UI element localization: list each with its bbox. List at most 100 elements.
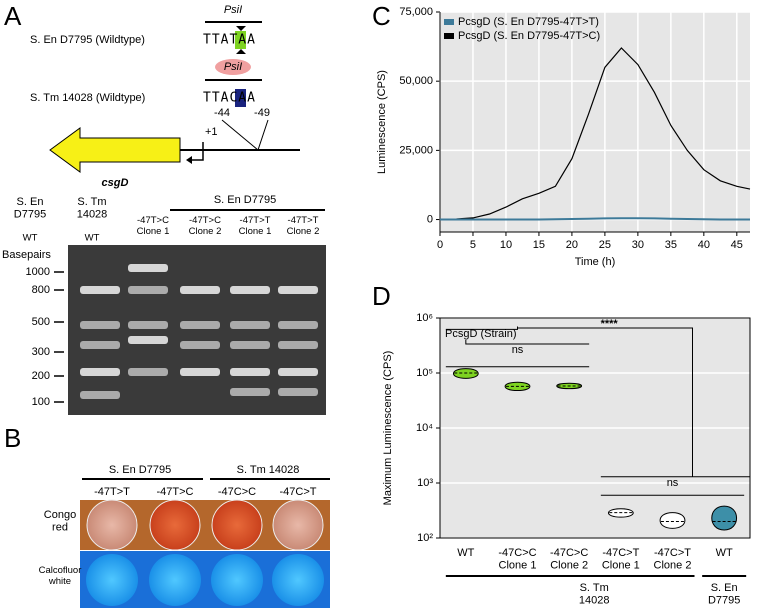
tss-arrow bbox=[188, 142, 204, 161]
y-tick-label: 10³ bbox=[417, 477, 433, 489]
marker-label: 800 bbox=[32, 284, 50, 296]
y-axis-label: Maximum Luminescence (CPS) bbox=[382, 351, 394, 506]
x-axis-label: Time (h) bbox=[575, 256, 616, 268]
lane-label: S. Tm 14028 bbox=[77, 196, 108, 221]
zoom-lines bbox=[221, 119, 269, 151]
lane-label: WT bbox=[85, 233, 100, 244]
band bbox=[180, 341, 220, 349]
significance: **** bbox=[601, 318, 619, 330]
dish bbox=[211, 554, 263, 606]
y-tick-label: 50,000 bbox=[399, 75, 433, 87]
marker-label: 300 bbox=[32, 346, 50, 358]
enzyme: PsiI bbox=[224, 4, 242, 16]
frame bbox=[439, 317, 751, 539]
band bbox=[80, 321, 120, 329]
legend-swatch bbox=[444, 33, 454, 39]
strain: S. En D7795 (Wildtype) bbox=[30, 34, 145, 46]
enzyme: PsiI bbox=[224, 61, 242, 73]
marker-label: 1000 bbox=[26, 266, 50, 278]
dish bbox=[149, 499, 201, 551]
y-tick-label: 75,000 bbox=[399, 6, 433, 18]
x-tick-label: -47C>T Clone 2 bbox=[654, 547, 692, 572]
y-tick-label: 10⁴ bbox=[416, 422, 433, 434]
x-tick-label: 35 bbox=[665, 239, 677, 251]
band bbox=[80, 341, 120, 349]
line bbox=[439, 47, 751, 221]
condition-label: -47T>C bbox=[157, 486, 194, 498]
condition-label: -47C>T bbox=[280, 486, 317, 498]
x-tick-label: 45 bbox=[731, 239, 743, 251]
marker-label: 100 bbox=[32, 396, 50, 408]
x-tick-label: WT bbox=[457, 547, 474, 559]
band bbox=[180, 286, 220, 294]
x-tick-label: 10 bbox=[500, 239, 512, 251]
condition-label: -47C>C bbox=[218, 486, 256, 498]
band bbox=[180, 368, 220, 376]
gel-markers: 1000 800 500 300 200 100 bbox=[26, 266, 64, 408]
highlight bbox=[235, 31, 246, 49]
cut-mark bbox=[236, 49, 246, 54]
x-tick-label: 0 bbox=[437, 239, 443, 251]
lane-label: -47T>C Clone 1 bbox=[137, 215, 170, 237]
violin bbox=[711, 505, 738, 531]
gel-image bbox=[68, 245, 326, 415]
violin bbox=[659, 512, 686, 529]
group-label: S. En D7795 bbox=[708, 582, 740, 607]
dishes: -47T>T -47T>C -47C>C -47C>T bbox=[86, 486, 324, 606]
marker-label: 500 bbox=[32, 316, 50, 328]
band bbox=[230, 321, 270, 329]
group-label: S. Tm 14028 bbox=[579, 582, 610, 607]
panel-label: C bbox=[372, 1, 391, 31]
legend-swatch bbox=[444, 19, 454, 25]
lane-label: WT bbox=[23, 233, 38, 244]
dish bbox=[86, 499, 138, 551]
x-tick-label: 30 bbox=[632, 239, 644, 251]
condition-label: -47T>T bbox=[94, 486, 130, 498]
band bbox=[230, 286, 270, 294]
x-tick-label: 25 bbox=[599, 239, 611, 251]
band bbox=[128, 368, 168, 376]
panel-label: B bbox=[4, 423, 21, 453]
y-tick-label: 10⁶ bbox=[416, 312, 433, 324]
sequence: TTATAA bbox=[203, 33, 256, 48]
strain: S. Tm 14028 (Wildtype) bbox=[30, 92, 145, 104]
gene: csgD bbox=[102, 177, 129, 189]
x-tick-label: -47C>C Clone 1 bbox=[498, 547, 536, 572]
group-label: S. En D7795 bbox=[214, 194, 276, 206]
band bbox=[80, 286, 120, 294]
gel-ylabel: Basepairs bbox=[2, 249, 51, 261]
legend-label: PcsgD (S. En D7795-47T>C) bbox=[458, 30, 600, 42]
gene-arrow bbox=[49, 127, 181, 173]
highlight bbox=[235, 89, 246, 107]
panel-label: D bbox=[372, 281, 391, 311]
x-tick-label: 15 bbox=[533, 239, 545, 251]
dish bbox=[211, 499, 263, 551]
marker-label: 200 bbox=[32, 370, 50, 382]
lane-label: -47T>T Clone 1 bbox=[239, 215, 272, 237]
x-tick-label: WT bbox=[716, 547, 733, 559]
gel-bands bbox=[80, 264, 318, 399]
band bbox=[80, 391, 120, 399]
band bbox=[128, 336, 168, 344]
band bbox=[278, 368, 318, 376]
lane-label: S. En D7795 bbox=[14, 196, 46, 221]
row-label: Congo red bbox=[44, 509, 76, 534]
lane-label: -47T>T Clone 2 bbox=[287, 215, 320, 237]
band bbox=[80, 368, 120, 376]
lane-label: -47T>C Clone 2 bbox=[189, 215, 222, 237]
position: -44 bbox=[214, 107, 230, 119]
tss: +1 bbox=[205, 126, 218, 138]
band bbox=[278, 341, 318, 349]
band bbox=[230, 368, 270, 376]
y-tick-label: 0 bbox=[427, 213, 433, 225]
x-tick-label: 20 bbox=[566, 239, 578, 251]
dish bbox=[86, 554, 138, 606]
band bbox=[230, 388, 270, 396]
x-tick-label: 5 bbox=[470, 239, 476, 251]
dish bbox=[272, 499, 324, 551]
significance: ns bbox=[667, 477, 679, 489]
bracket bbox=[445, 326, 518, 330]
bracket bbox=[465, 339, 590, 345]
x-tick-label: -47C>T Clone 1 bbox=[602, 547, 640, 572]
